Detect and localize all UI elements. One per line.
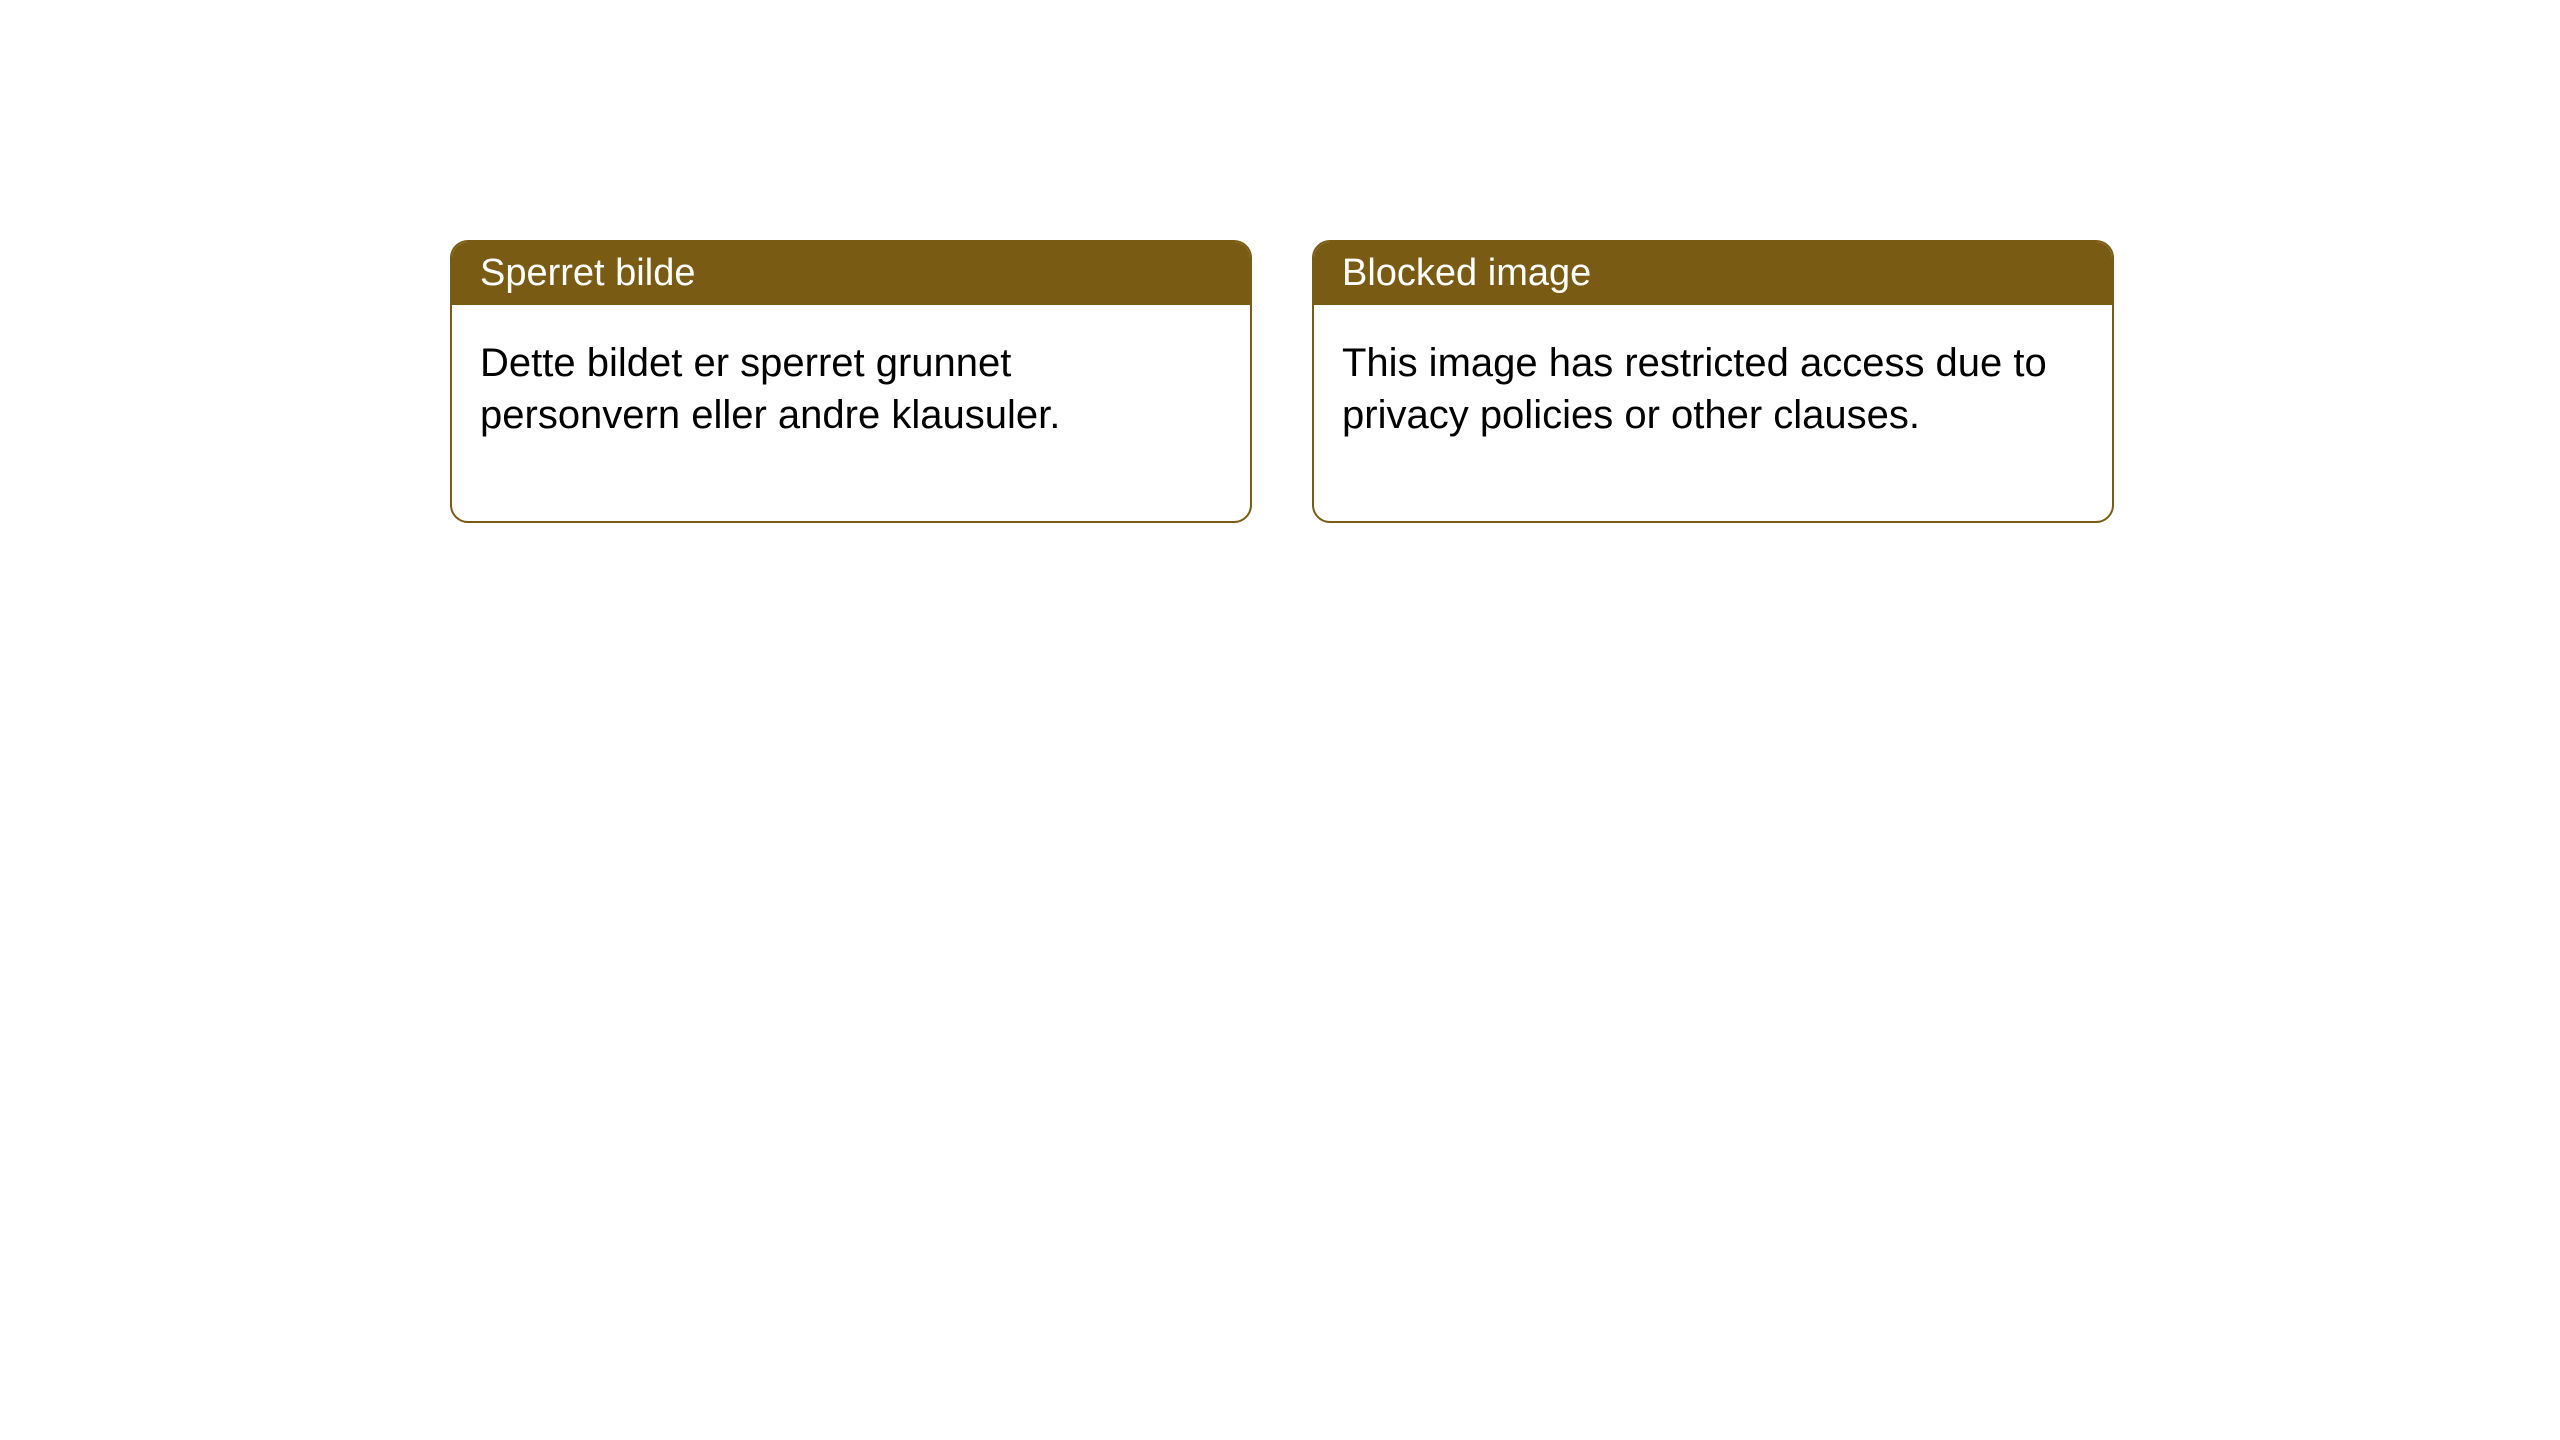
notice-card-english: Blocked image This image has restricted … — [1312, 240, 2114, 523]
notice-header-norwegian: Sperret bilde — [452, 242, 1250, 305]
notice-card-norwegian: Sperret bilde Dette bildet er sperret gr… — [450, 240, 1252, 523]
notice-body-english: This image has restricted access due to … — [1314, 305, 2112, 521]
notice-body-norwegian: Dette bildet er sperret grunnet personve… — [452, 305, 1250, 521]
notice-container: Sperret bilde Dette bildet er sperret gr… — [0, 0, 2560, 523]
notice-header-english: Blocked image — [1314, 242, 2112, 305]
